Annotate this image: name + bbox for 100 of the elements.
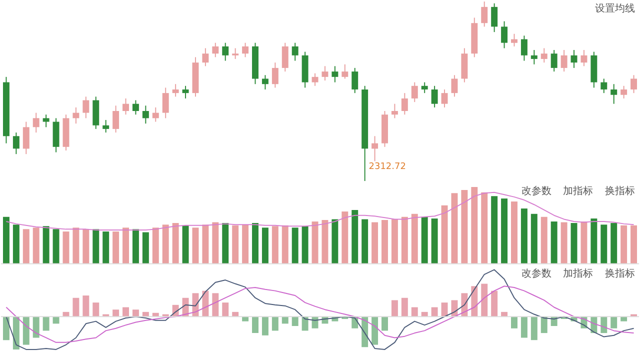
candlestick (342, 64, 348, 80)
bar (112, 231, 120, 264)
bar (312, 316, 318, 328)
bar (431, 218, 438, 264)
bar (382, 316, 388, 331)
candlestick (441, 88, 448, 108)
bar (382, 220, 388, 264)
bar (232, 225, 239, 264)
bar (461, 190, 468, 264)
bar (292, 228, 298, 264)
bar (511, 202, 518, 264)
bar (431, 307, 438, 317)
bar (82, 229, 90, 264)
bar (352, 210, 358, 264)
annotation: 加指标 (563, 268, 594, 280)
bar (222, 302, 229, 317)
bar (52, 316, 60, 324)
bar (481, 284, 488, 317)
bar (202, 224, 209, 264)
bar (162, 224, 169, 264)
bar (441, 302, 448, 317)
candlestick (232, 48, 239, 60)
candlestick (322, 66, 328, 81)
candlestick (312, 72, 318, 86)
bar (580, 222, 588, 264)
candlestick (491, 2, 498, 33)
candlestick (570, 49, 578, 68)
annotation: 改参数 (521, 268, 552, 280)
bar (12, 316, 20, 350)
bar (42, 226, 50, 264)
bar (12, 224, 20, 264)
bar (212, 222, 219, 264)
bar (172, 223, 179, 264)
bar (122, 228, 129, 264)
candlestick (72, 106, 80, 124)
bar (92, 302, 100, 317)
bar (322, 220, 328, 264)
candlestick (630, 74, 638, 94)
bar (491, 290, 498, 317)
candlestick (42, 114, 50, 128)
bar (520, 208, 528, 264)
bar (610, 316, 618, 328)
candlestick (550, 49, 558, 72)
bar (142, 232, 149, 264)
bar (132, 229, 139, 264)
bar (540, 216, 548, 264)
candlestick (610, 84, 618, 104)
candlestick (481, 1, 488, 28)
candlestick (372, 136, 378, 162)
bar (22, 229, 30, 264)
bar (102, 231, 110, 264)
candlestick (172, 84, 179, 98)
bar (252, 223, 258, 264)
bar (362, 219, 368, 264)
candlestick (391, 103, 398, 119)
bar (282, 316, 288, 324)
candlestick (262, 74, 268, 90)
bar (570, 223, 578, 264)
candlestick (411, 82, 418, 103)
bar (222, 223, 229, 264)
annotation: 改参数 (521, 184, 552, 197)
bar (501, 198, 508, 264)
candlestick (421, 82, 428, 94)
bar (52, 229, 60, 264)
bar (112, 310, 120, 317)
candlestick (620, 85, 628, 99)
candlestick (222, 42, 229, 62)
candlestick (182, 85, 189, 99)
bar (372, 222, 378, 264)
bar (610, 223, 618, 264)
bar (630, 225, 638, 264)
bar (82, 296, 90, 317)
annotation: 换指标 (605, 268, 636, 280)
bar (292, 316, 298, 326)
candlestick (580, 49, 588, 67)
annotation: 加指标 (563, 184, 594, 197)
bar (242, 224, 249, 264)
bar (2, 216, 10, 264)
annotation: 2312.72 (368, 162, 406, 172)
bar (401, 298, 408, 317)
candlestick (142, 105, 149, 124)
bar (421, 216, 428, 264)
bar (272, 226, 278, 264)
candlestick (451, 74, 458, 98)
candlestick (122, 98, 129, 116)
candlestick (102, 119, 110, 134)
bar (32, 228, 40, 264)
bar (511, 316, 518, 328)
bar (530, 214, 538, 264)
bar (182, 225, 189, 264)
bar (2, 316, 10, 340)
candlestick (242, 42, 249, 58)
candlestick (292, 42, 298, 62)
bar (22, 316, 30, 345)
candlestick (212, 42, 219, 58)
candlestick (112, 105, 120, 134)
bar (312, 222, 318, 264)
bar (530, 316, 538, 340)
bar (72, 298, 80, 317)
bar (471, 186, 478, 264)
